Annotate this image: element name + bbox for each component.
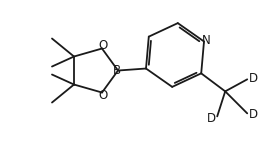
Text: D: D xyxy=(249,108,258,121)
Text: D: D xyxy=(207,112,216,125)
Text: O: O xyxy=(98,39,108,52)
Text: D: D xyxy=(249,72,258,85)
Text: N: N xyxy=(202,34,210,47)
Text: O: O xyxy=(98,89,108,102)
Text: B: B xyxy=(113,64,121,77)
